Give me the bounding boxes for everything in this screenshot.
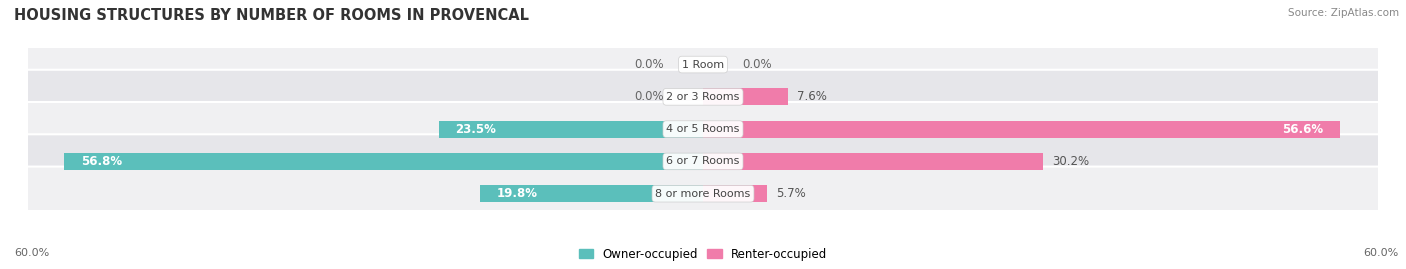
Text: 2 or 3 Rooms: 2 or 3 Rooms <box>666 92 740 102</box>
Text: 56.8%: 56.8% <box>82 155 122 168</box>
Text: 0.0%: 0.0% <box>742 58 772 71</box>
Legend: Owner-occupied, Renter-occupied: Owner-occupied, Renter-occupied <box>574 243 832 265</box>
Text: 56.6%: 56.6% <box>1282 123 1323 136</box>
FancyBboxPatch shape <box>24 134 1382 189</box>
Text: 30.2%: 30.2% <box>1052 155 1088 168</box>
FancyBboxPatch shape <box>24 102 1382 156</box>
FancyBboxPatch shape <box>24 167 1382 221</box>
Text: 1 Room: 1 Room <box>682 59 724 70</box>
Bar <box>703 185 768 202</box>
Text: 8 or more Rooms: 8 or more Rooms <box>655 189 751 199</box>
Text: 0.0%: 0.0% <box>634 90 664 103</box>
FancyBboxPatch shape <box>24 70 1382 124</box>
Bar <box>439 121 703 137</box>
Text: 60.0%: 60.0% <box>1364 248 1399 258</box>
Text: Source: ZipAtlas.com: Source: ZipAtlas.com <box>1288 8 1399 18</box>
Text: 0.0%: 0.0% <box>634 58 664 71</box>
Bar <box>703 89 789 105</box>
Bar <box>481 185 703 202</box>
Text: 60.0%: 60.0% <box>14 248 49 258</box>
Bar <box>703 153 1043 170</box>
Text: 5.7%: 5.7% <box>776 187 806 200</box>
Bar <box>703 121 1340 137</box>
Bar <box>65 153 703 170</box>
Text: HOUSING STRUCTURES BY NUMBER OF ROOMS IN PROVENCAL: HOUSING STRUCTURES BY NUMBER OF ROOMS IN… <box>14 8 529 23</box>
FancyBboxPatch shape <box>24 37 1382 92</box>
Text: 19.8%: 19.8% <box>498 187 538 200</box>
Text: 7.6%: 7.6% <box>797 90 827 103</box>
Text: 23.5%: 23.5% <box>456 123 496 136</box>
Text: 4 or 5 Rooms: 4 or 5 Rooms <box>666 124 740 134</box>
Text: 6 or 7 Rooms: 6 or 7 Rooms <box>666 156 740 167</box>
